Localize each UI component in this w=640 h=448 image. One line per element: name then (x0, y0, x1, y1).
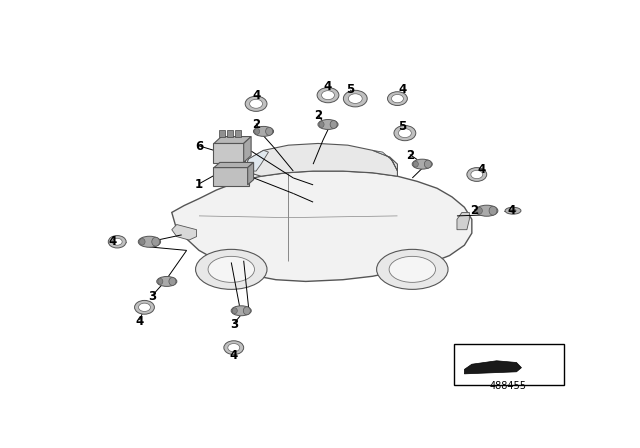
Ellipse shape (317, 87, 339, 103)
Text: 2: 2 (314, 109, 322, 122)
Ellipse shape (138, 236, 161, 247)
FancyBboxPatch shape (227, 130, 233, 137)
Text: 488455: 488455 (490, 381, 527, 391)
Ellipse shape (157, 276, 177, 286)
Ellipse shape (489, 206, 497, 215)
Ellipse shape (224, 341, 244, 354)
Ellipse shape (108, 236, 126, 248)
Polygon shape (465, 361, 522, 374)
Ellipse shape (152, 237, 159, 246)
Ellipse shape (255, 129, 260, 134)
Ellipse shape (253, 126, 273, 136)
Ellipse shape (505, 207, 521, 214)
Ellipse shape (376, 250, 448, 289)
Ellipse shape (319, 121, 324, 128)
Ellipse shape (424, 160, 431, 168)
Ellipse shape (510, 209, 516, 212)
FancyBboxPatch shape (220, 130, 225, 137)
Ellipse shape (399, 129, 412, 138)
Polygon shape (172, 171, 472, 281)
Ellipse shape (388, 92, 408, 105)
FancyBboxPatch shape (213, 143, 244, 163)
Text: 4: 4 (508, 204, 516, 217)
Text: 2: 2 (406, 149, 414, 162)
Text: 3: 3 (148, 290, 156, 303)
Text: 2: 2 (252, 118, 260, 131)
Ellipse shape (231, 306, 252, 316)
FancyBboxPatch shape (454, 344, 564, 385)
Text: 1: 1 (195, 178, 203, 191)
Polygon shape (457, 212, 469, 230)
FancyBboxPatch shape (236, 130, 241, 137)
Ellipse shape (467, 168, 487, 181)
Polygon shape (244, 151, 269, 171)
Ellipse shape (344, 90, 367, 107)
Polygon shape (244, 137, 251, 163)
Ellipse shape (196, 250, 267, 289)
Text: 5: 5 (398, 120, 406, 133)
Ellipse shape (232, 308, 237, 314)
Ellipse shape (477, 207, 483, 214)
Ellipse shape (471, 170, 483, 179)
Polygon shape (248, 163, 253, 185)
Ellipse shape (169, 277, 176, 285)
Ellipse shape (389, 256, 436, 282)
Ellipse shape (476, 205, 498, 216)
Ellipse shape (413, 161, 419, 167)
Polygon shape (214, 137, 251, 143)
Ellipse shape (245, 96, 267, 112)
Ellipse shape (348, 94, 362, 103)
Ellipse shape (330, 121, 337, 129)
Text: 4: 4 (108, 235, 116, 248)
Polygon shape (214, 163, 253, 168)
Ellipse shape (318, 120, 338, 129)
Text: 3: 3 (230, 318, 238, 331)
Text: 5: 5 (346, 83, 355, 96)
Text: 4: 4 (230, 349, 238, 362)
Ellipse shape (321, 90, 335, 99)
Ellipse shape (394, 125, 416, 141)
Ellipse shape (392, 95, 403, 103)
Ellipse shape (140, 238, 145, 245)
Text: 4: 4 (252, 89, 260, 102)
Text: 6: 6 (195, 140, 203, 153)
Text: 4: 4 (136, 314, 143, 327)
Polygon shape (172, 224, 196, 240)
Ellipse shape (138, 303, 150, 311)
Text: 4: 4 (398, 83, 406, 96)
Ellipse shape (250, 99, 262, 108)
Polygon shape (372, 151, 397, 171)
Text: 4: 4 (477, 163, 486, 176)
Polygon shape (244, 143, 397, 176)
Text: 2: 2 (470, 204, 478, 217)
Ellipse shape (112, 238, 122, 245)
FancyBboxPatch shape (213, 167, 249, 185)
Ellipse shape (208, 256, 255, 282)
Ellipse shape (158, 279, 163, 284)
Ellipse shape (134, 301, 154, 314)
Ellipse shape (412, 159, 432, 169)
Ellipse shape (266, 127, 273, 135)
Ellipse shape (243, 307, 250, 315)
Text: 4: 4 (324, 80, 332, 93)
Ellipse shape (228, 344, 240, 352)
